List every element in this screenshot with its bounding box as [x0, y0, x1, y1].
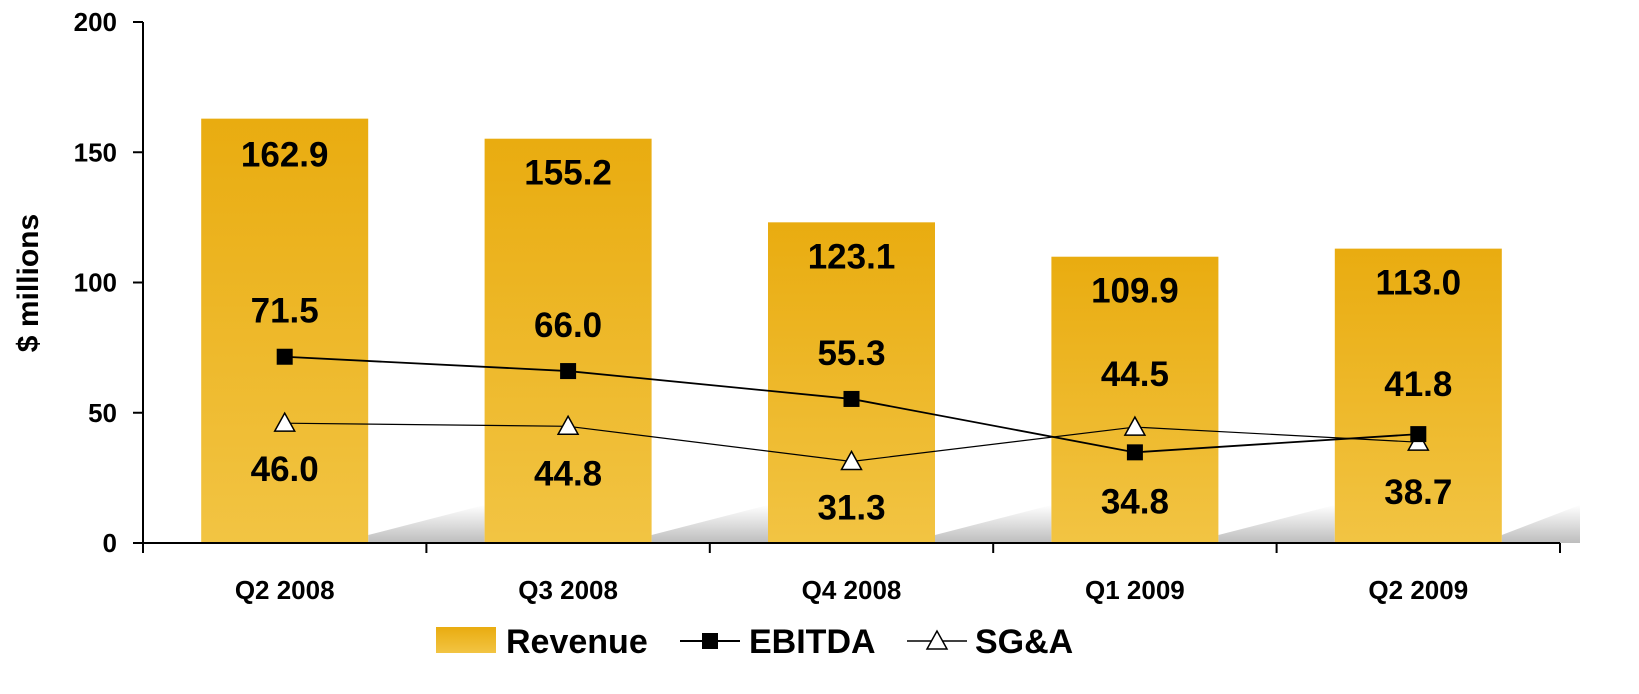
ebitda-data-label: 34.8 — [1101, 482, 1169, 521]
y-axis-title: $ millions — [12, 214, 45, 352]
ebitda-data-label: 71.5 — [251, 292, 319, 331]
revenue-data-label: 123.1 — [808, 237, 896, 276]
floor-shade — [368, 505, 485, 543]
legend-revenue-swatch — [436, 627, 496, 653]
y-tick-label: 0 — [103, 528, 117, 558]
x-tick-label: Q1 2009 — [1085, 575, 1185, 605]
legend-sga-marker — [925, 629, 949, 650]
x-tick-label: Q3 2008 — [518, 575, 618, 605]
floor-shading — [368, 505, 1580, 543]
ebitda-point — [843, 390, 860, 407]
revenue-data-label: 155.2 — [524, 154, 612, 193]
ebitda-point — [560, 363, 577, 380]
sga-data-label: 46.0 — [251, 450, 319, 489]
sga-data-label: 44.5 — [1101, 355, 1169, 394]
sga-point — [1123, 415, 1147, 436]
revenue-data-label: 113.0 — [1375, 264, 1461, 303]
legend-ebitda-marker — [702, 633, 718, 649]
sga-point — [556, 414, 580, 436]
ebitda-data-label: 41.8 — [1384, 365, 1452, 404]
line-series — [273, 348, 1430, 471]
revenue-bar — [484, 138, 652, 544]
x-tick-label: Q2 2009 — [1368, 575, 1468, 605]
revenue-bar — [1334, 248, 1502, 543]
revenue-bar — [201, 118, 369, 543]
legend-sga-label: SG&A — [975, 623, 1073, 661]
y-tick-label: 100 — [74, 268, 117, 298]
legend-revenue-label: Revenue — [506, 623, 648, 661]
x-tick-label: Q4 2008 — [802, 575, 902, 605]
ebitda-data-label: 66.0 — [534, 306, 602, 345]
revenue-data-label: 109.9 — [1091, 272, 1179, 311]
sga-point — [840, 449, 863, 471]
data-labels: 162.9 155.2 123.1 109.9 113.0 71.5 66.0 55.3 34.… — [241, 136, 1461, 528]
floor-shade — [651, 505, 768, 543]
sga-data-label: 38.7 — [1384, 473, 1452, 512]
sga-data-label: 44.8 — [534, 454, 602, 493]
legend-ebitda-label: EBITDA — [749, 623, 876, 661]
x-tick-label: Q2 2008 — [235, 575, 335, 605]
floor-shade — [1218, 505, 1335, 543]
y-tick-label: 200 — [74, 7, 117, 37]
axes: 0 50 100 150 200 Q2 2008 Q3 2008 Q4 2008 Q1 2009… — [74, 7, 1561, 605]
revenue-bar — [1051, 256, 1219, 543]
sga-data-label: 31.3 — [817, 488, 885, 527]
y-tick-label: 150 — [74, 137, 117, 167]
y-tick-label: 50 — [88, 398, 117, 428]
floor-shade — [1501, 505, 1580, 543]
ebitda-point — [1410, 426, 1427, 443]
floor-shade — [935, 505, 1052, 543]
revenue-bars — [201, 118, 1502, 544]
ebitda-point — [276, 348, 293, 365]
legend: Revenue EBITDA SG&A — [436, 623, 1073, 661]
ebitda-point — [1126, 444, 1143, 461]
revenue-data-label: 162.9 — [241, 136, 329, 175]
revenue-bar — [768, 222, 935, 543]
sga-point — [273, 411, 296, 432]
ebitda-data-label: 55.3 — [817, 334, 885, 373]
